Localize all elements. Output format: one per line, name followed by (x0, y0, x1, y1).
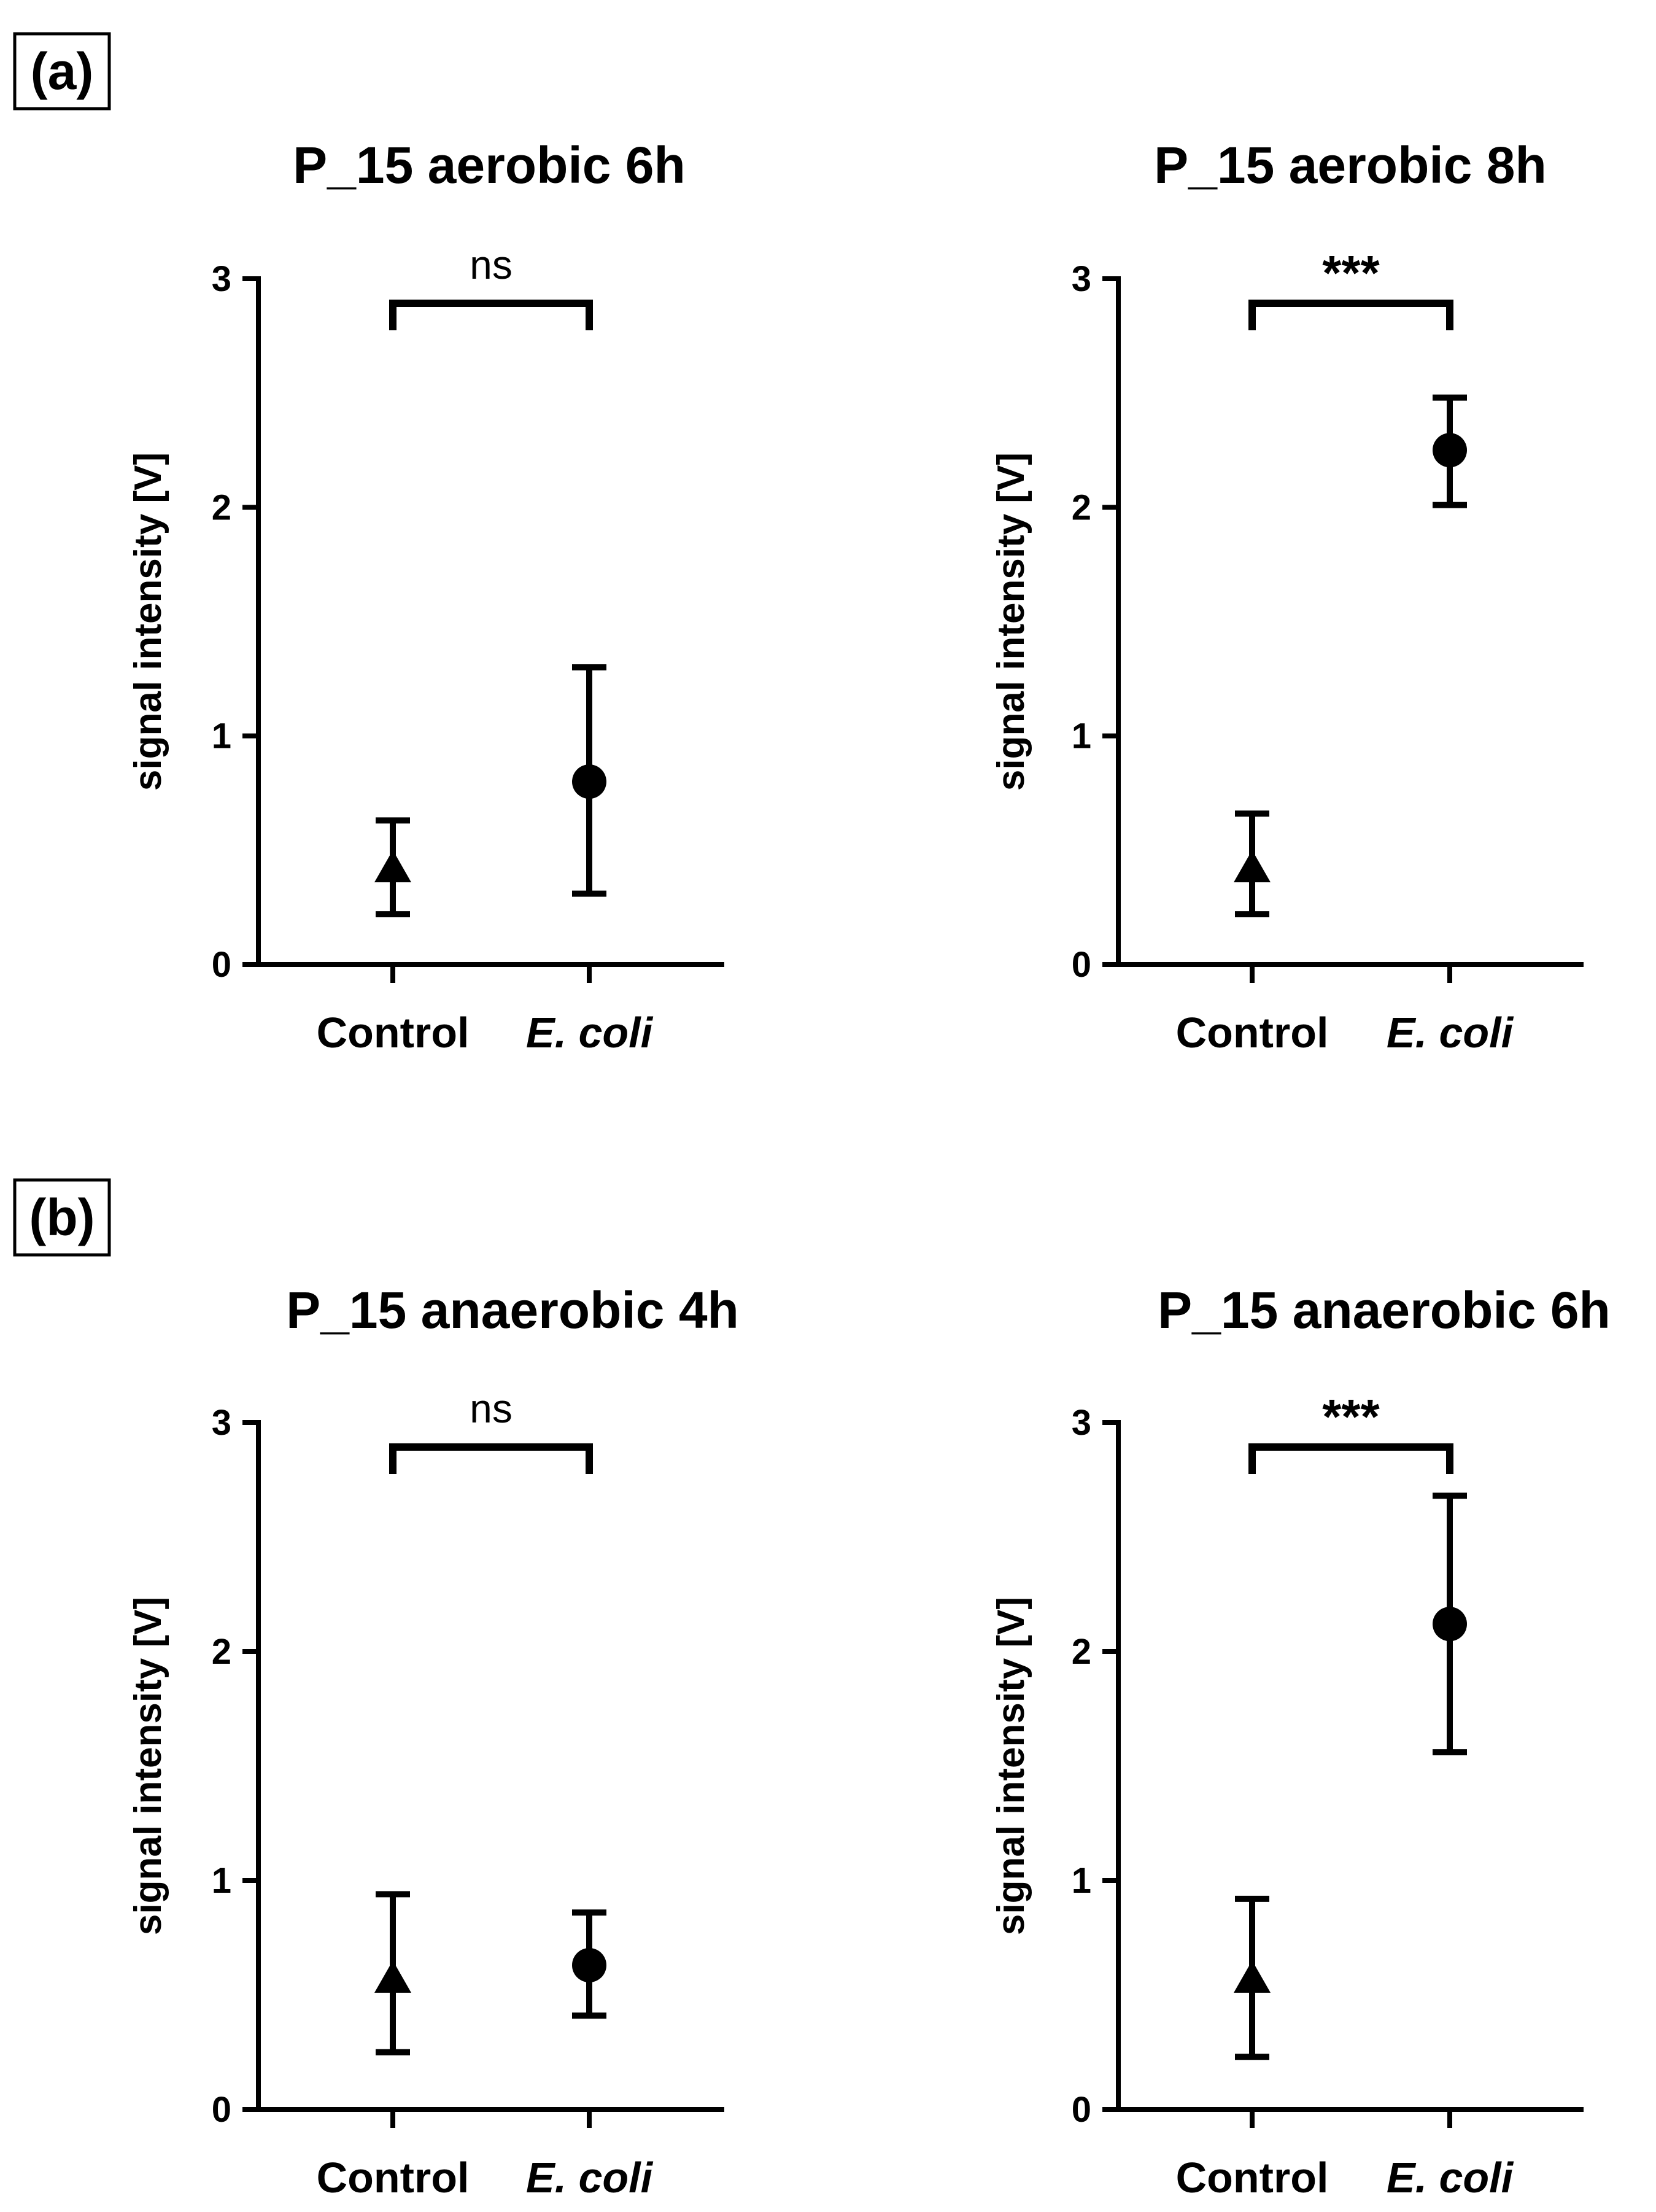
panel-label-b: (b) (29, 1189, 95, 1246)
chart-title: P_15 anaerobic 4h (286, 1281, 739, 1339)
chart-2: P_15 aerobic 8h 0 1 2 3 signal intensity [V] C… (990, 136, 1584, 1057)
y-axis-label: signal intensity [V] (127, 1597, 169, 1935)
panel-label-b-group: (b) (13, 1178, 111, 1257)
data-point-control (374, 850, 411, 883)
significance-label: *** (1322, 246, 1380, 300)
data-point-ecoli (1433, 1607, 1467, 1642)
y-tick-label: 3 (1072, 1403, 1091, 1443)
y-tick-label: 1 (212, 1861, 231, 1901)
charts-container: P_15 aerobic 6h 0 1 2 3 signal intensity [V] C… (127, 136, 1611, 2202)
data-point-ecoli (572, 764, 606, 799)
y-tick-label: 2 (1072, 487, 1091, 527)
data-point-control (1234, 1960, 1271, 1993)
y-tick-label: 2 (212, 487, 231, 527)
chart-title: P_15 anaerobic 6h (1158, 1281, 1611, 1339)
x-tick-label: Control (1176, 2154, 1329, 2202)
chart-title: P_15 aerobic 6h (293, 136, 686, 194)
data-point-ecoli (1433, 433, 1467, 468)
y-tick-label: 1 (1072, 1861, 1091, 1901)
x-tick-label: E. coli (1387, 2154, 1514, 2202)
significance-bracket (389, 1443, 593, 1474)
y-tick-label: 3 (1072, 259, 1091, 299)
chart-title: P_15 aerobic 8h (1154, 136, 1547, 194)
y-tick-label: 2 (212, 1632, 231, 1672)
significance-bracket (1248, 1443, 1453, 1474)
significance-label: *** (1322, 1389, 1380, 1444)
y-tick-label: 3 (212, 259, 231, 299)
x-tick-label: Control (317, 1009, 470, 1057)
y-tick-label: 1 (212, 716, 231, 756)
x-tick-label: E. coli (1387, 1009, 1514, 1057)
significance-bracket (1248, 300, 1453, 330)
y-axis-label: signal intensity [V] (990, 1597, 1032, 1935)
data-point-control (374, 1960, 411, 1993)
data-point-control (1234, 850, 1271, 883)
y-axis-label: signal intensity [V] (127, 452, 169, 791)
y-tick-label: 0 (1072, 945, 1091, 985)
x-tick-label: E. coli (526, 1009, 654, 1057)
y-axis-label: signal intensity [V] (990, 452, 1032, 791)
significance-label: ns (470, 242, 513, 287)
chart-1: P_15 aerobic 6h 0 1 2 3 signal intensity [V] C… (127, 136, 724, 1057)
x-tick-label: Control (1176, 1009, 1329, 1057)
y-tick-label: 0 (212, 2090, 231, 2130)
y-tick-label: 2 (1072, 1632, 1091, 1672)
y-tick-label: 1 (1072, 716, 1091, 756)
x-tick-label: Control (317, 2154, 470, 2202)
y-tick-label: 0 (1072, 2090, 1091, 2130)
panel-label-a: (a) (31, 42, 94, 100)
data-point-ecoli (572, 1948, 606, 1983)
panel-label-b-box (13, 1178, 111, 1257)
panel-label-a-box (13, 32, 111, 111)
x-tick-label: E. coli (526, 2154, 654, 2202)
chart-4: P_15 anaerobic 6h 0 1 2 3 signal intensity [V… (990, 1281, 1611, 2202)
chart-3: P_15 anaerobic 4h 0 1 2 3 signal intensity [V… (127, 1281, 739, 2202)
significance-label: ns (470, 1386, 513, 1431)
panel-label-a-group: (a) (13, 32, 111, 111)
y-tick-label: 3 (212, 1403, 231, 1443)
significance-bracket (389, 300, 593, 330)
y-tick-label: 0 (212, 945, 231, 985)
